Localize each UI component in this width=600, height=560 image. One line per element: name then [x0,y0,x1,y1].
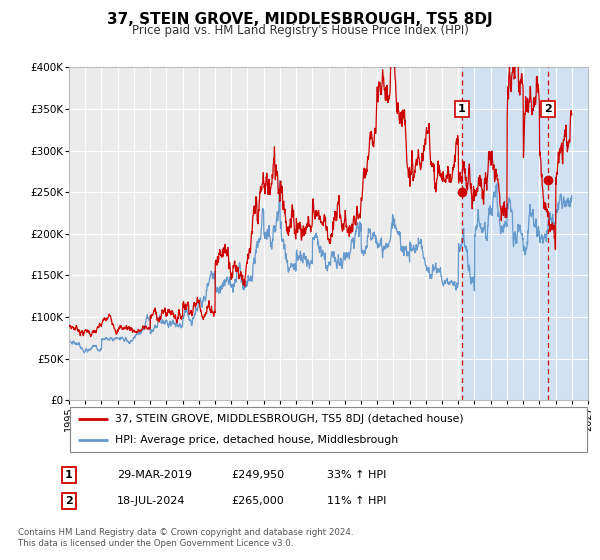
Text: 29-MAR-2019: 29-MAR-2019 [117,470,192,480]
Text: 33% ↑ HPI: 33% ↑ HPI [327,470,386,480]
Bar [462,67,588,400]
Text: 1: 1 [458,104,466,114]
Text: £265,000: £265,000 [231,496,284,506]
Text: 2: 2 [544,104,552,114]
Text: 18-JUL-2024: 18-JUL-2024 [117,496,185,506]
FancyBboxPatch shape [70,408,587,451]
Text: HPI: Average price, detached house, Middlesbrough: HPI: Average price, detached house, Midd… [115,435,398,445]
Text: 37, STEIN GROVE, MIDDLESBROUGH, TS5 8DJ: 37, STEIN GROVE, MIDDLESBROUGH, TS5 8DJ [107,12,493,27]
Text: 37, STEIN GROVE, MIDDLESBROUGH, TS5 8DJ (detached house): 37, STEIN GROVE, MIDDLESBROUGH, TS5 8DJ … [115,414,463,424]
Text: 2: 2 [65,496,73,506]
Text: 11% ↑ HPI: 11% ↑ HPI [327,496,386,506]
Text: Price paid vs. HM Land Registry's House Price Index (HPI): Price paid vs. HM Land Registry's House … [131,24,469,37]
Text: Contains HM Land Registry data © Crown copyright and database right 2024.: Contains HM Land Registry data © Crown c… [18,528,353,537]
Text: 1: 1 [65,470,73,480]
Text: £249,950: £249,950 [231,470,284,480]
Text: This data is licensed under the Open Government Licence v3.0.: This data is licensed under the Open Gov… [18,539,293,548]
